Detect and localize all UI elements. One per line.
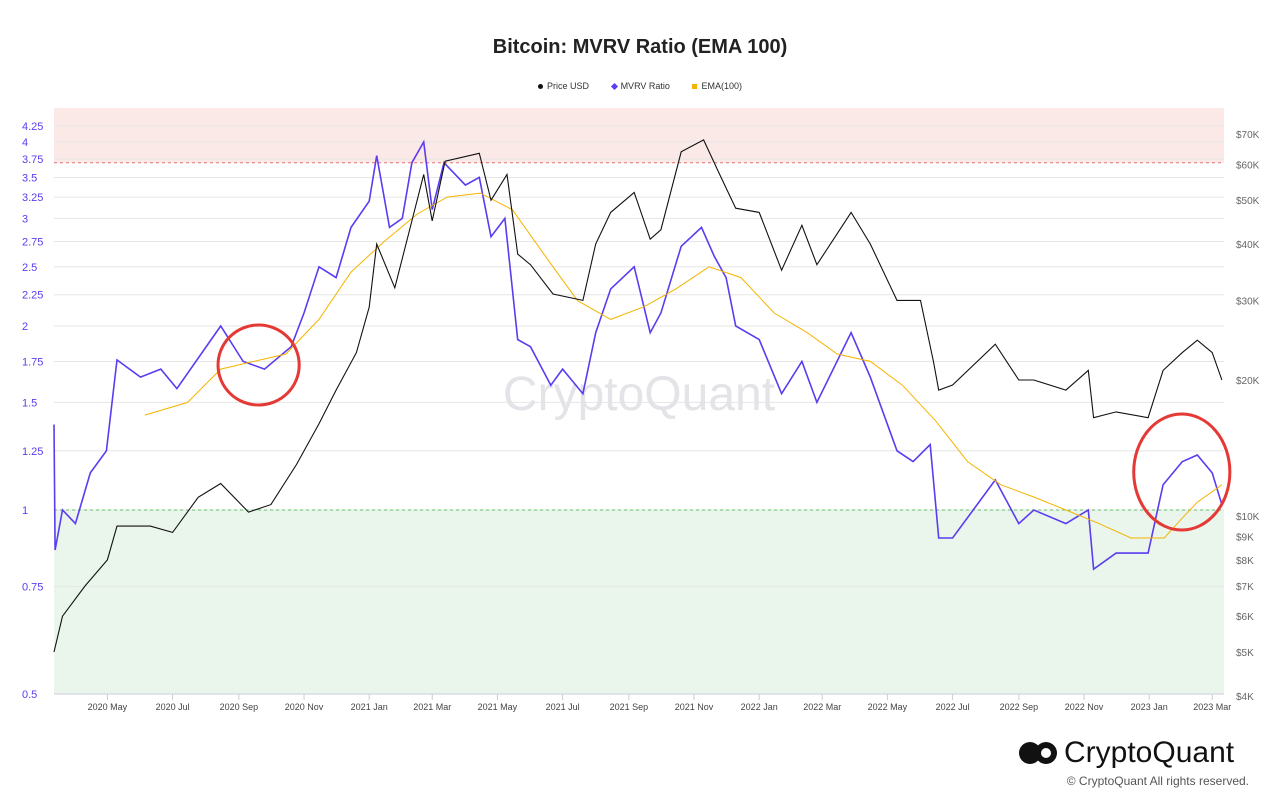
x-tick-label: 2023 Mar	[1193, 702, 1231, 712]
series-line-mvrv-ratio	[53, 139, 1223, 571]
logo-text: CryptoQuant	[1064, 736, 1235, 769]
series-line-price-usd	[53, 139, 1223, 653]
y-left-tick-label: 0.5	[22, 689, 37, 701]
y-left-tick-label: 1	[22, 505, 28, 517]
y-left-tick-label: 2.25	[22, 290, 43, 302]
y-right-tick-label: $5K	[1236, 648, 1254, 659]
y-right-tick-label: $7K	[1236, 582, 1254, 593]
x-tick-label: 2021 May	[478, 702, 518, 712]
y-left-tick-label: 0.75	[22, 581, 43, 593]
legend-item-ema[interactable]: EMA(100)	[692, 81, 742, 91]
cryptoquant-logo: CryptoQuant	[1018, 736, 1234, 770]
y-left-tick-label: 1.5	[22, 397, 37, 409]
chart-title: Bitcoin: MVRV Ratio (EMA 100)	[492, 36, 788, 58]
y-left-tick-label: 2	[22, 321, 28, 333]
y-right-tick-label: $60K	[1236, 160, 1260, 171]
y-left-tick-label: 1.25	[22, 446, 43, 458]
x-tick-label: 2022 Sep	[1000, 702, 1039, 712]
overvalued-zone	[54, 108, 1224, 163]
y-left-tick-label: 1.75	[22, 356, 43, 368]
legend-label: Price USD	[547, 81, 590, 91]
x-tick-label: 2021 Nov	[675, 702, 714, 712]
y-left-tick-label: 2.75	[22, 236, 43, 248]
x-tick-label: 2021 Sep	[610, 702, 649, 712]
x-tick-label: 2021 Mar	[413, 702, 451, 712]
y-left-tick-label: 3.25	[22, 192, 43, 204]
y-left-tick-label: 3.75	[22, 154, 43, 166]
y-right-tick-label: $4K	[1236, 692, 1254, 703]
watermark: CryptoQuant	[503, 368, 775, 421]
y-right-tick-label: $6K	[1236, 612, 1254, 623]
legend-item-price[interactable]: Price USD	[538, 81, 589, 91]
x-tick-label: 2022 Jul	[936, 702, 970, 712]
y-right-tick-label: $40K	[1236, 240, 1260, 251]
x-tick-label: 2021 Jan	[351, 702, 388, 712]
annotation-circle	[216, 323, 301, 407]
copyright: © CryptoQuant All rights reserved.	[1066, 774, 1249, 788]
x-tick-label: 2022 Mar	[803, 702, 841, 712]
x-tick-label: 2020 Sep	[220, 702, 259, 712]
y-left-tick-label: 3	[22, 213, 28, 225]
x-tick-label: 2022 Nov	[1065, 702, 1104, 712]
logo-icon	[1019, 742, 1057, 764]
legend-label: MVRV Ratio	[620, 81, 670, 91]
y-right-tick-label: $50K	[1236, 196, 1260, 207]
x-tick-label: 2023 Jan	[1131, 702, 1168, 712]
annotation-circle	[1132, 412, 1232, 532]
y-left-tick-label: 4.25	[22, 121, 43, 133]
legend: Price USD MVRV Ratio EMA(100)	[0, 81, 1280, 91]
x-tick-label: 2022 May	[868, 702, 908, 712]
undervalued-zone	[54, 510, 1224, 694]
x-tick-label: 2021 Jul	[546, 702, 580, 712]
x-tick-label: 2020 Jul	[156, 702, 190, 712]
y-left-tick-label: 4	[22, 137, 28, 149]
x-tick-label: 2020 May	[88, 702, 128, 712]
legend-item-mvrv[interactable]: MVRV Ratio	[610, 81, 670, 91]
y-right-tick-label: $70K	[1236, 130, 1260, 141]
y-right-tick-label: $10K	[1236, 512, 1260, 523]
y-left-tick-label: 3.5	[22, 172, 37, 184]
y-right-tick-label: $8K	[1236, 556, 1254, 567]
y-right-tick-label: $30K	[1236, 296, 1260, 307]
series-line-ema-100-	[144, 192, 1223, 539]
y-right-tick-label: $9K	[1236, 533, 1254, 544]
x-tick-label: 2022 Jan	[741, 702, 778, 712]
y-right-tick-label: $20K	[1236, 376, 1260, 387]
legend-label: EMA(100)	[701, 81, 742, 91]
y-left-tick-label: 2.5	[22, 262, 37, 274]
x-tick-label: 2020 Nov	[285, 702, 324, 712]
